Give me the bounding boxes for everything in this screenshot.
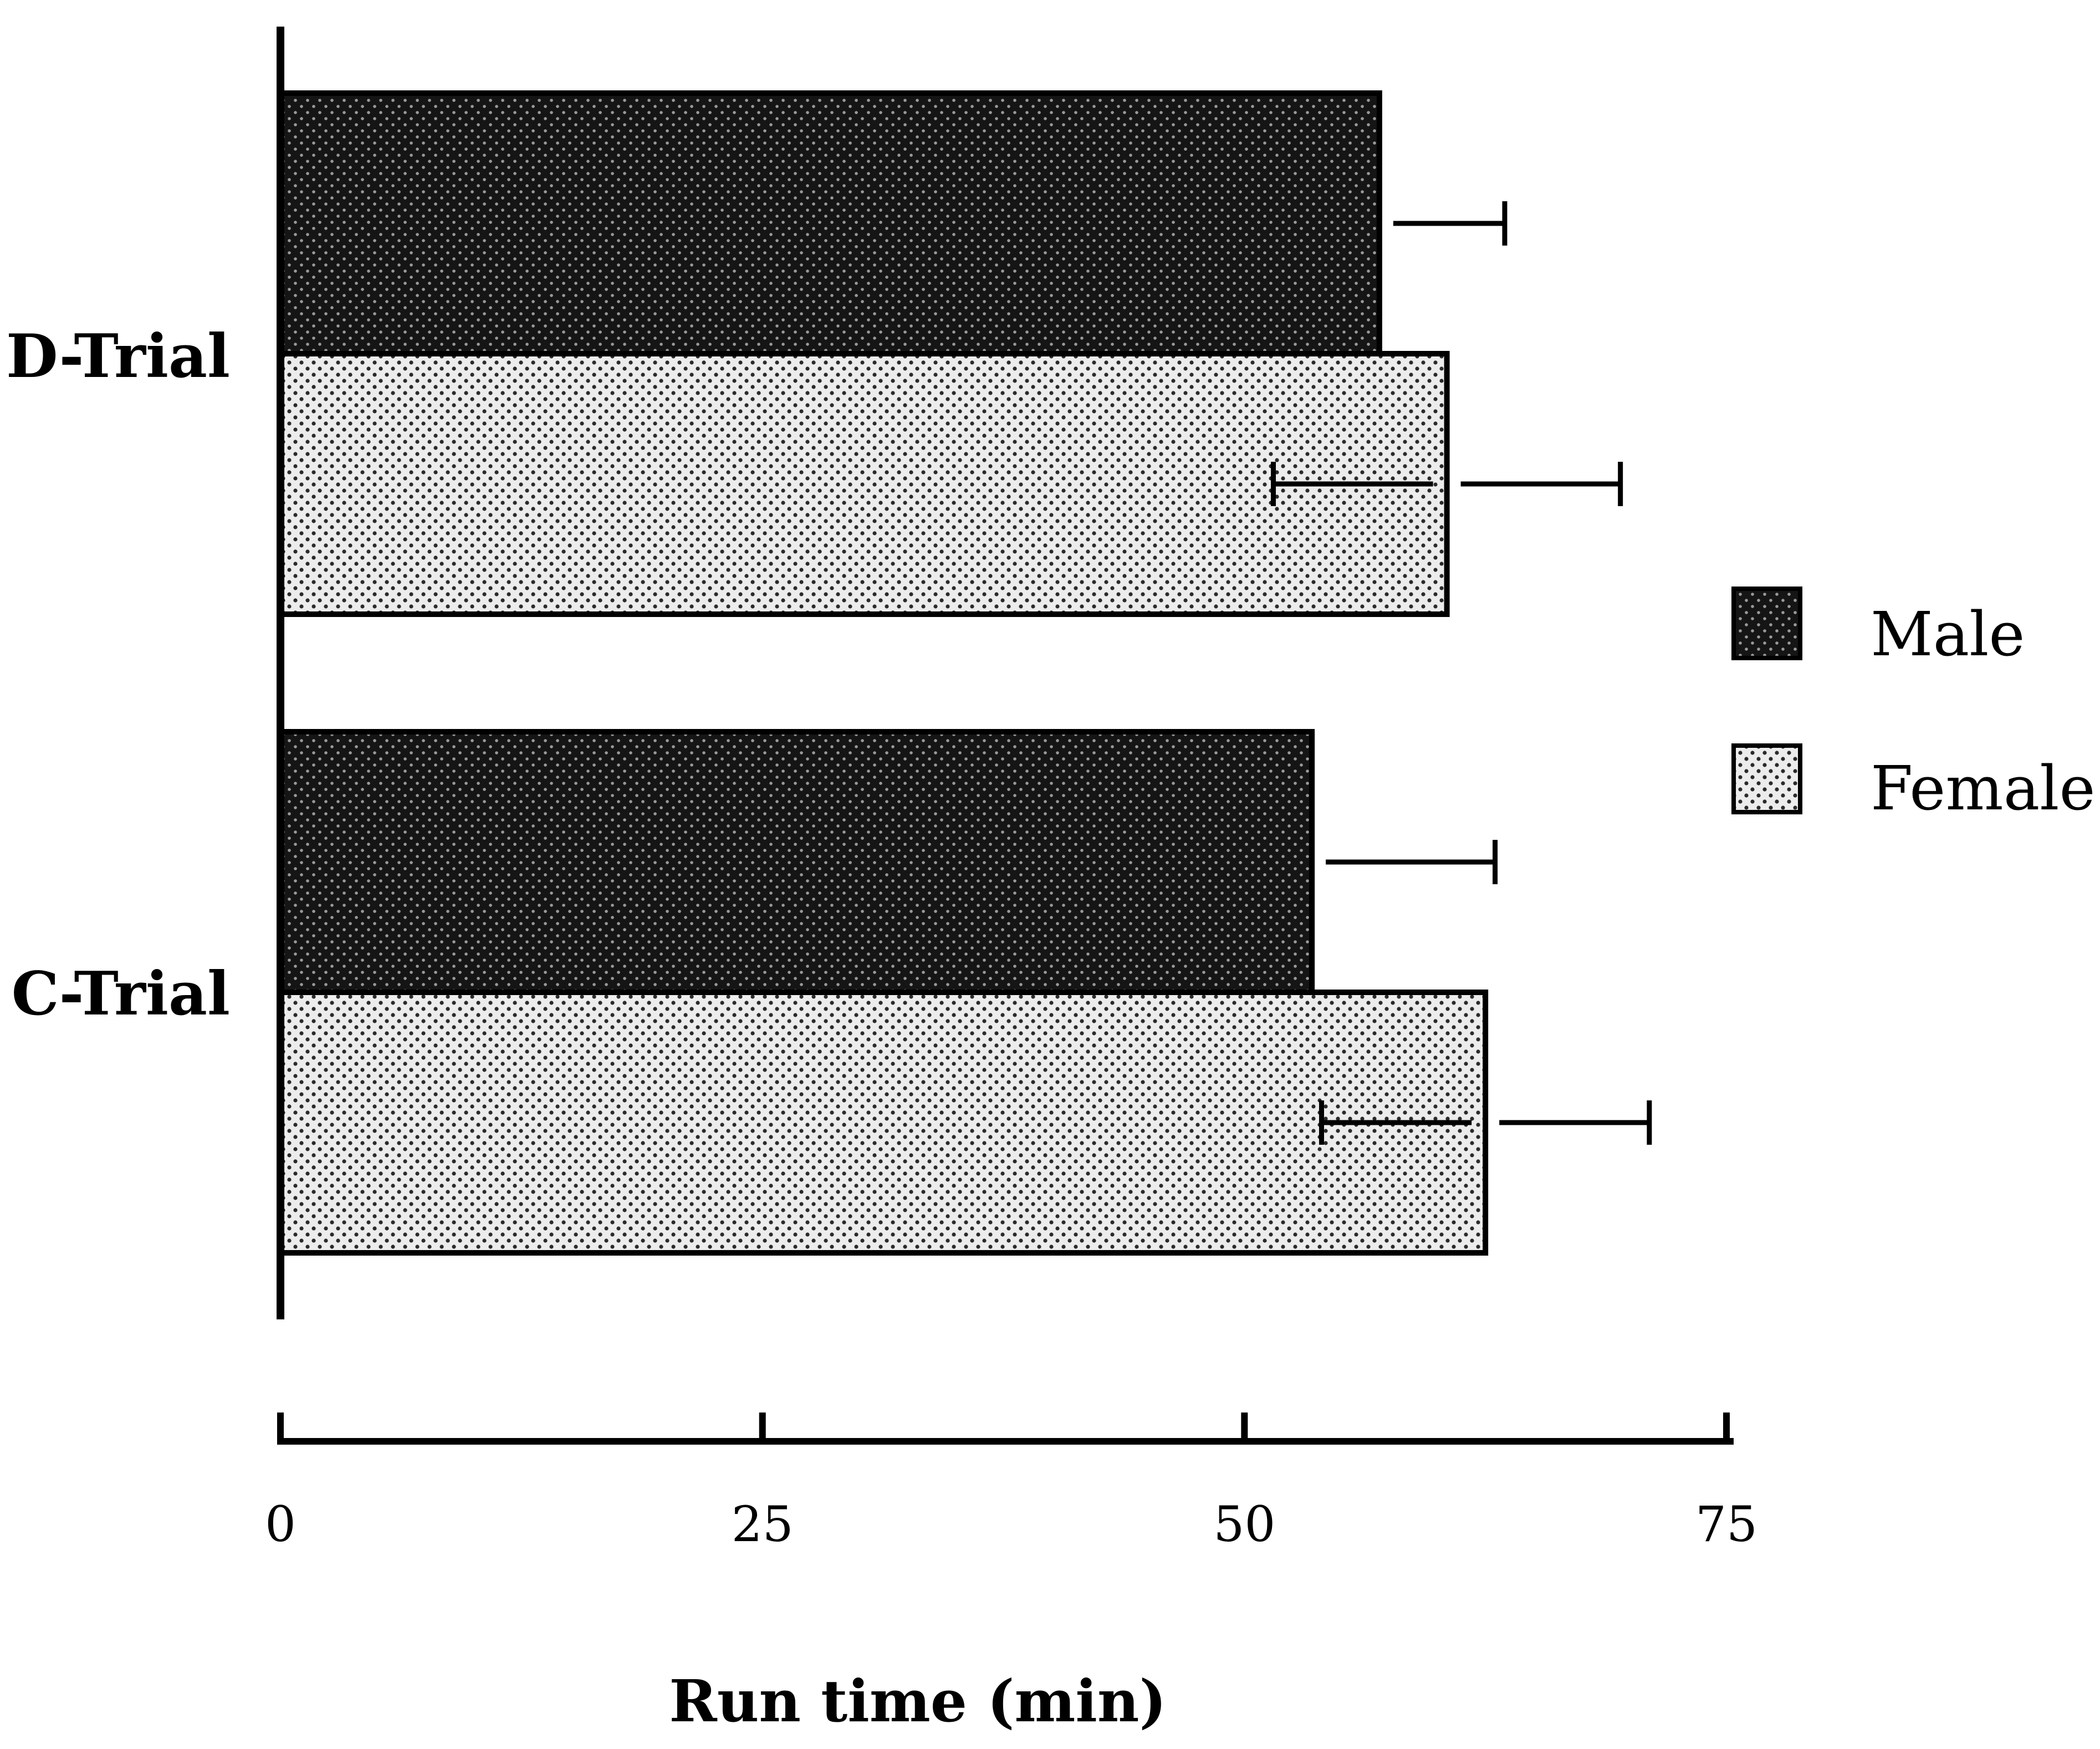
bar-d-trial-male: [278, 90, 1382, 356]
legend-label-male: Male: [1871, 599, 2025, 670]
legend-swatch-male: [1731, 587, 1802, 660]
category-label-d-trial: D-Trial: [6, 322, 230, 391]
x-tick-label-25: 25: [732, 1496, 794, 1553]
legend-swatch-female: [1731, 743, 1802, 814]
x-tick-label-50: 50: [1213, 1496, 1275, 1553]
x-axis-title: Run time (min): [669, 1667, 1166, 1735]
bar-d-trial-female: [278, 351, 1450, 617]
error-bars-layer: [1271, 201, 1652, 1145]
x-tick-label-0: 0: [265, 1496, 296, 1553]
category-label-c-trial: C-Trial: [12, 959, 230, 1029]
x-tick-label-75: 75: [1695, 1496, 1757, 1553]
legend: Male Female: [1731, 587, 2096, 824]
bars-layer: [278, 90, 1489, 1256]
bar-c-trial-male: [278, 729, 1315, 995]
x-ticks-layer: [277, 1413, 1730, 1445]
bar-c-trial-female: [278, 990, 1489, 1256]
legend-label-female: Female: [1871, 753, 2096, 824]
